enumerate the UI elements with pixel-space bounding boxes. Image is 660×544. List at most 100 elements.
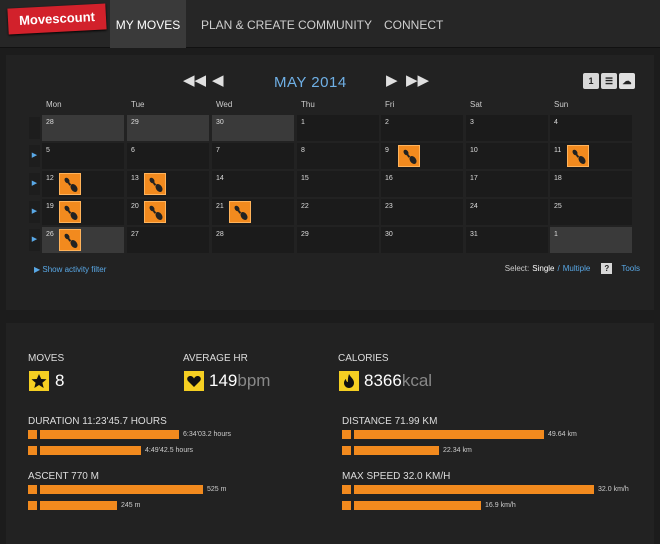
calendar-day[interactable]: 22	[297, 199, 379, 225]
calendar-header: ◀◀ ◀ MAY 2014 ▶ ▶▶ 1 ☰ ☁	[6, 55, 654, 95]
select-single[interactable]: Single	[532, 264, 555, 273]
help-icon[interactable]: ?	[601, 263, 613, 274]
calendar-day[interactable]: 19	[42, 199, 124, 225]
next-month-icon[interactable]: ▶	[386, 72, 398, 89]
day-number: 24	[470, 203, 478, 210]
day-number: 18	[554, 175, 562, 182]
day-number: 21	[216, 203, 224, 210]
calendar-day[interactable]: 4	[550, 115, 632, 141]
ascent-value: 525 m	[207, 486, 227, 493]
show-activity-filter-link[interactable]: ▶ Show activity filter	[34, 265, 107, 274]
select-label: Select:	[504, 264, 530, 273]
day-number: 25	[554, 203, 562, 210]
move-footprint-icon[interactable]	[59, 229, 81, 251]
calendar-month-icon[interactable]: 1	[583, 73, 599, 89]
max-speed-bar	[354, 501, 481, 510]
select-week-icon[interactable]: ▶	[29, 173, 40, 195]
calendar-day[interactable]: 1	[297, 115, 379, 141]
calendar-day[interactable]: 26	[42, 227, 124, 253]
previous-month-icon[interactable]: ◀	[212, 72, 224, 89]
distance-value: 49.64 km	[548, 431, 577, 438]
select-week-icon[interactable]: ▶	[29, 145, 40, 167]
calendar-day[interactable]: 7	[212, 143, 294, 169]
flame-icon	[339, 371, 359, 391]
calendar-day[interactable]: 10	[466, 143, 548, 169]
average-hr-value: 149bpm	[209, 371, 270, 391]
nav-plan-create[interactable]: PLAN & CREATE	[201, 18, 295, 32]
select-week-icon[interactable]	[29, 117, 40, 139]
move-footprint-icon[interactable]	[59, 173, 81, 195]
calories-title: CALORIES	[338, 353, 389, 364]
calendar-day[interactable]: 16	[381, 171, 463, 197]
list-icon[interactable]: ☰	[601, 73, 617, 89]
calories-number: 8366	[364, 371, 402, 390]
activity-icon	[28, 501, 37, 510]
calendar-day[interactable]: 3	[466, 115, 548, 141]
calendar-day[interactable]: 30	[212, 115, 294, 141]
calendar-day[interactable]: 8	[297, 143, 379, 169]
calendar-day[interactable]: 9	[381, 143, 463, 169]
calendar-day[interactable]: 27	[127, 227, 209, 253]
day-number: 27	[131, 231, 139, 238]
max-speed-title: MAX SPEED 32.0 KM/H	[342, 471, 451, 482]
calendar-day[interactable]: 25	[550, 199, 632, 225]
calendar-day[interactable]: 29	[127, 115, 209, 141]
calendar-day[interactable]: 28	[42, 115, 124, 141]
calendar-day[interactable]: 20	[127, 199, 209, 225]
calendar-day[interactable]: 2	[381, 115, 463, 141]
calendar-day[interactable]: 13	[127, 171, 209, 197]
calendar-day[interactable]: 28	[212, 227, 294, 253]
calendar-day[interactable]: 24	[466, 199, 548, 225]
calendar-day[interactable]: 23	[381, 199, 463, 225]
select-week-icon[interactable]: ▶	[29, 201, 40, 223]
weekday-tue: Tue	[131, 100, 145, 109]
calendar-day[interactable]: 15	[297, 171, 379, 197]
tools-link[interactable]: Tools	[621, 264, 640, 273]
ascent-bar	[40, 501, 117, 510]
day-number: 17	[470, 175, 478, 182]
weekday-mon: Mon	[46, 100, 62, 109]
next-year-icon[interactable]: ▶▶	[406, 72, 430, 89]
nav-my-moves[interactable]: MY MOVES	[110, 0, 186, 48]
select-multiple[interactable]: Multiple	[562, 264, 591, 273]
calendar-day[interactable]: 12	[42, 171, 124, 197]
move-footprint-icon[interactable]	[59, 201, 81, 223]
previous-year-icon[interactable]: ◀◀	[183, 72, 207, 89]
movescount-logo[interactable]: Movescount	[7, 3, 107, 35]
calendar-day[interactable]: 29	[297, 227, 379, 253]
distance-title: DISTANCE 71.99 KM	[342, 416, 438, 427]
move-footprint-icon[interactable]	[144, 173, 166, 195]
move-footprint-icon[interactable]	[398, 145, 420, 167]
calendar-day[interactable]: 5	[42, 143, 124, 169]
day-number: 14	[216, 175, 224, 182]
calendar-day[interactable]: 17	[466, 171, 548, 197]
day-number: 9	[385, 147, 389, 154]
day-number: 28	[216, 231, 224, 238]
calendar-day[interactable]: 11	[550, 143, 632, 169]
heart-icon	[184, 371, 204, 391]
calendar-day[interactable]: 21	[212, 199, 294, 225]
moves-count: 8	[55, 371, 65, 390]
calendar-day[interactable]: 30	[381, 227, 463, 253]
move-footprint-icon[interactable]	[144, 201, 166, 223]
calendar-day[interactable]: 18	[550, 171, 632, 197]
select-week-icon[interactable]: ▶	[29, 229, 40, 251]
calendar-day[interactable]: 6	[127, 143, 209, 169]
ascent-title: ASCENT 770 M	[28, 471, 99, 482]
move-footprint-icon[interactable]	[229, 201, 251, 223]
nav-community[interactable]: COMMUNITY	[298, 18, 372, 32]
star-icon	[29, 371, 49, 391]
calendar-day[interactable]: 31	[466, 227, 548, 253]
nav-connect[interactable]: CONNECT	[384, 18, 444, 32]
calendar-day[interactable]: 14	[212, 171, 294, 197]
move-footprint-icon[interactable]	[567, 145, 589, 167]
cloud-icon[interactable]: ☁	[619, 73, 635, 89]
day-number: 26	[46, 231, 54, 238]
activity-icon	[342, 485, 351, 494]
day-number: 13	[131, 175, 139, 182]
calendar-day[interactable]: 1	[550, 227, 632, 253]
ascent-value: 245 m	[121, 502, 141, 509]
ascent-bar	[40, 485, 203, 494]
show-activity-filter-label[interactable]: Show activity filter	[42, 265, 107, 274]
average-hr-title: AVERAGE HR	[183, 353, 248, 364]
